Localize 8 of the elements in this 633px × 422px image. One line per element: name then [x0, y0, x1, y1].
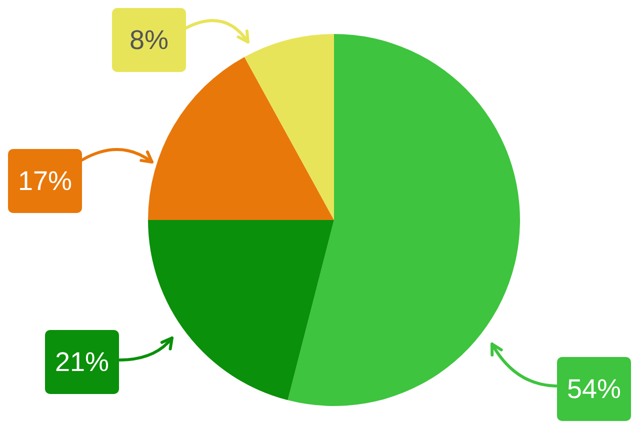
data-label: 8%: [129, 25, 169, 55]
pie-slice: [148, 57, 334, 220]
pie-slice: [288, 34, 520, 406]
data-label: 54%: [566, 374, 622, 404]
data-label: 21%: [54, 347, 110, 377]
pie-slice: [244, 34, 334, 220]
data-label: 17%: [18, 166, 72, 196]
pie-slice: [148, 220, 334, 400]
